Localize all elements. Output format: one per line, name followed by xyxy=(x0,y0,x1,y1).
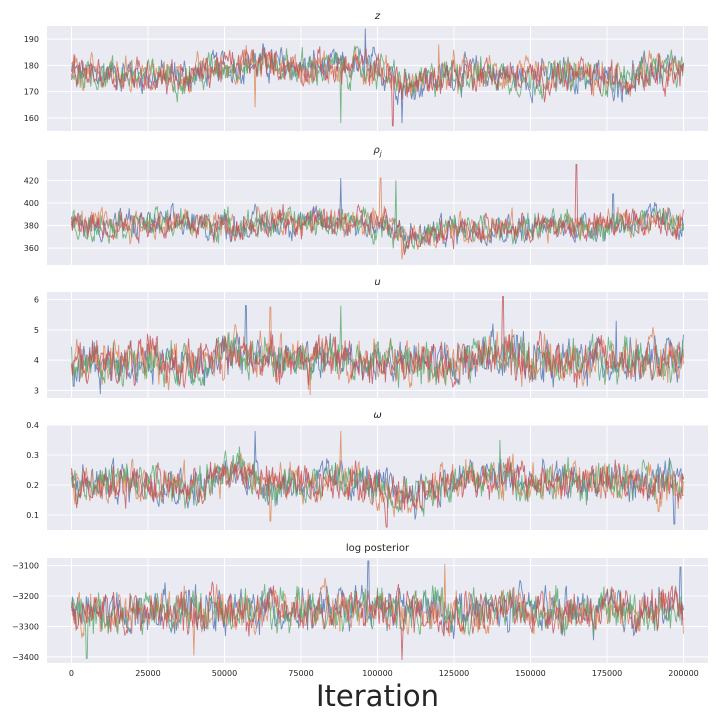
x-tick-label: 0 xyxy=(69,669,74,678)
chain-line-4 xyxy=(71,457,684,528)
x-tick-label: 75000 xyxy=(288,669,313,678)
y-tick-label: −3300 xyxy=(12,622,39,631)
y-tick-label: 5 xyxy=(34,326,39,335)
panel-title: z xyxy=(374,11,381,22)
panel-3: 0.1 0.2 0.3 0.4 ω xyxy=(26,410,708,530)
chain-line-3 xyxy=(71,305,684,388)
x-tick-label: 175000 xyxy=(592,669,623,678)
y-tick-label: 180 xyxy=(24,61,39,70)
y-tick-label: 420 xyxy=(24,176,39,185)
y-tick-label: 4 xyxy=(34,356,39,365)
y-tick-label: −3100 xyxy=(12,562,39,571)
y-tick-label: 0.1 xyxy=(26,511,39,520)
panel-title: ρj xyxy=(373,145,381,158)
x-tick-label: 50000 xyxy=(212,669,237,678)
panel-title: log posterior xyxy=(346,543,410,554)
y-tick-label: −3200 xyxy=(12,592,39,601)
y-tick-label: 170 xyxy=(24,88,39,97)
panel-4: −3400 −3300 −3200 −3100 log posterior xyxy=(12,543,708,663)
x-tick-label: 125000 xyxy=(439,669,470,678)
panel-0: 160 170 180 190 z xyxy=(24,11,708,131)
y-tick-label: 160 xyxy=(24,114,39,123)
y-tick-label: 360 xyxy=(24,244,39,253)
panel-title: ω xyxy=(373,410,381,421)
y-tick-label: 400 xyxy=(24,199,39,208)
y-tick-label: −3400 xyxy=(12,653,39,662)
y-tick-label: 190 xyxy=(24,35,39,44)
chain-line-3 xyxy=(71,45,684,124)
y-tick-label: 0.3 xyxy=(26,451,39,460)
x-tick-label: 100000 xyxy=(362,669,393,678)
chain-line-4 xyxy=(71,296,684,389)
y-tick-label: 0.4 xyxy=(26,421,39,430)
chain-line-4 xyxy=(71,164,684,255)
y-tick-label: 380 xyxy=(24,221,39,230)
x-tick-label: 25000 xyxy=(135,669,160,678)
panel-1: 360 380 400 420 ρj xyxy=(24,145,708,265)
x-tick-label: 200000 xyxy=(668,669,699,678)
x-axis-label: Iteration xyxy=(316,679,439,713)
chain-line-4 xyxy=(71,581,684,661)
y-tick-label: 6 xyxy=(34,296,39,305)
y-tick-label: 3 xyxy=(34,386,39,395)
panel-title: u xyxy=(374,277,380,288)
chain-line-4 xyxy=(71,46,684,127)
chain-line-3 xyxy=(71,584,684,659)
panel-2: 3 4 5 6 u xyxy=(34,277,708,398)
chain-line-3 xyxy=(71,180,684,253)
y-tick-label: 0.2 xyxy=(26,481,39,490)
x-tick-label: 150000 xyxy=(515,669,546,678)
